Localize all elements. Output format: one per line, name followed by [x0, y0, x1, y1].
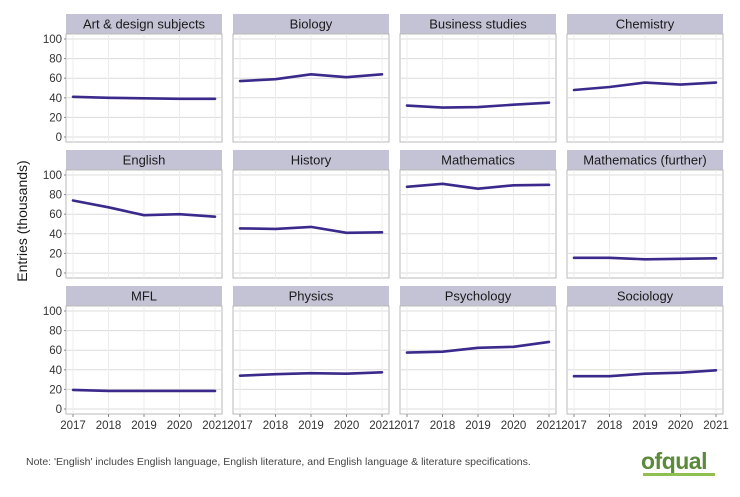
y-tick-label: 0	[56, 132, 62, 144]
x-tick-label: 2019	[298, 420, 324, 432]
x-tick-label: 2017	[394, 420, 420, 432]
y-tick-label: 100	[43, 306, 62, 318]
series-line	[238, 73, 384, 83]
series-line	[71, 95, 217, 101]
y-tick-label: 100	[43, 34, 62, 46]
logo-underline	[643, 473, 715, 476]
x-tick-label: 2018	[263, 420, 289, 432]
y-tick-label: 60	[49, 345, 62, 357]
y-tick-label: 60	[49, 73, 62, 85]
y-tick-label: 0	[56, 404, 62, 416]
facet-strip	[233, 150, 389, 170]
series-line	[405, 340, 551, 354]
y-tick-label: 20	[49, 384, 62, 396]
series-line	[238, 225, 384, 235]
x-tick-label: 2020	[668, 420, 694, 432]
x-tick-label: 2018	[597, 420, 623, 432]
facet-title: English	[123, 153, 166, 168]
facet-strip	[66, 150, 222, 170]
series-line	[405, 101, 551, 109]
x-tick-label: 2019	[131, 420, 157, 432]
x-tick-label: 2017	[60, 420, 86, 432]
facet-strip	[400, 150, 556, 170]
facet-panel: Mathematics	[399, 150, 557, 279]
footnote: Note: 'English' includes English languag…	[26, 456, 531, 468]
facet-panel: Psychology 2017 2018 2019 2020 2021	[394, 286, 562, 432]
facet-title: History	[291, 153, 332, 168]
facet-strip	[400, 14, 556, 34]
y-tick-label: 40	[49, 93, 62, 105]
facet-title: Art & design subjects	[83, 17, 206, 32]
series-line	[71, 199, 217, 218]
x-tick-label: 2018	[430, 420, 456, 432]
x-tick-label: 2020	[167, 420, 193, 432]
facet-strip	[400, 286, 556, 306]
facet-title: Business studies	[429, 17, 527, 32]
x-tick-label: 2021	[703, 420, 729, 432]
y-tick-label: 80	[49, 54, 62, 66]
ofqual-logo: ofqual	[641, 448, 708, 474]
y-tick-label: 20	[49, 248, 62, 260]
y-tick-label: 80	[49, 190, 62, 202]
x-tick-label: 2017	[561, 420, 587, 432]
x-tick-label: 2021	[202, 420, 228, 432]
x-tick-label: 2017	[227, 420, 253, 432]
y-tick-label: 40	[49, 365, 62, 377]
facet-panel: History	[232, 150, 390, 279]
x-tick-label: 2020	[501, 420, 527, 432]
facet-panel: MFL 0 20 40 60 80 100 2017 2018 2019 2020 2021	[43, 286, 228, 432]
facet-strip	[567, 150, 723, 170]
y-tick-label: 20	[49, 112, 62, 124]
series-line	[572, 256, 718, 261]
facet-strip	[233, 286, 389, 306]
x-tick-label: 2021	[369, 420, 395, 432]
series-line	[572, 81, 718, 92]
y-tick-label: 60	[49, 209, 62, 221]
facet-panel: Art & design subjects 0 20 40 60 80 100	[43, 14, 223, 144]
x-tick-label: 2019	[632, 420, 658, 432]
facet-strip	[66, 286, 222, 306]
facet-strip	[567, 286, 723, 306]
series-line	[572, 368, 718, 378]
facet-title: Mathematics (further)	[583, 153, 707, 168]
facet-title: Physics	[289, 289, 334, 304]
series-line	[238, 370, 384, 378]
facet-strip	[66, 14, 222, 34]
x-tick-label: 2018	[96, 420, 122, 432]
y-tick-label: 0	[56, 268, 62, 280]
facet-title: Chemistry	[616, 17, 675, 32]
y-tick-label: 100	[43, 170, 62, 182]
y-tick-label: 80	[49, 326, 62, 338]
facet-panel: English 0 20 40 60 80 100	[43, 150, 223, 280]
facet-panel: Mathematics (further)	[566, 150, 724, 279]
y-tick-label: 40	[49, 229, 62, 241]
y-axis-label: Entries (thousands)	[14, 160, 30, 281]
x-tick-label: 2019	[465, 420, 491, 432]
facet-title: Psychology	[445, 289, 512, 304]
facet-title: Mathematics	[441, 153, 515, 168]
facet-panel: Sociology 2017 2018 2019 2020 2021	[561, 286, 729, 432]
facet-title: Biology	[290, 17, 333, 32]
x-tick-label: 2020	[334, 420, 360, 432]
facet-panel: Chemistry	[566, 14, 724, 143]
facet-strip	[233, 14, 389, 34]
facet-panel: Biology	[232, 14, 390, 143]
facet-title: MFL	[131, 289, 157, 304]
facet-panel: Business studies	[399, 14, 557, 143]
facet-title: Sociology	[617, 289, 674, 304]
facet-panel: Physics 2017 2018 2019 2020 2021	[227, 286, 395, 432]
series-line	[405, 182, 551, 190]
series-line	[71, 388, 217, 393]
facet-strip	[567, 14, 723, 34]
x-tick-label: 2021	[536, 420, 562, 432]
